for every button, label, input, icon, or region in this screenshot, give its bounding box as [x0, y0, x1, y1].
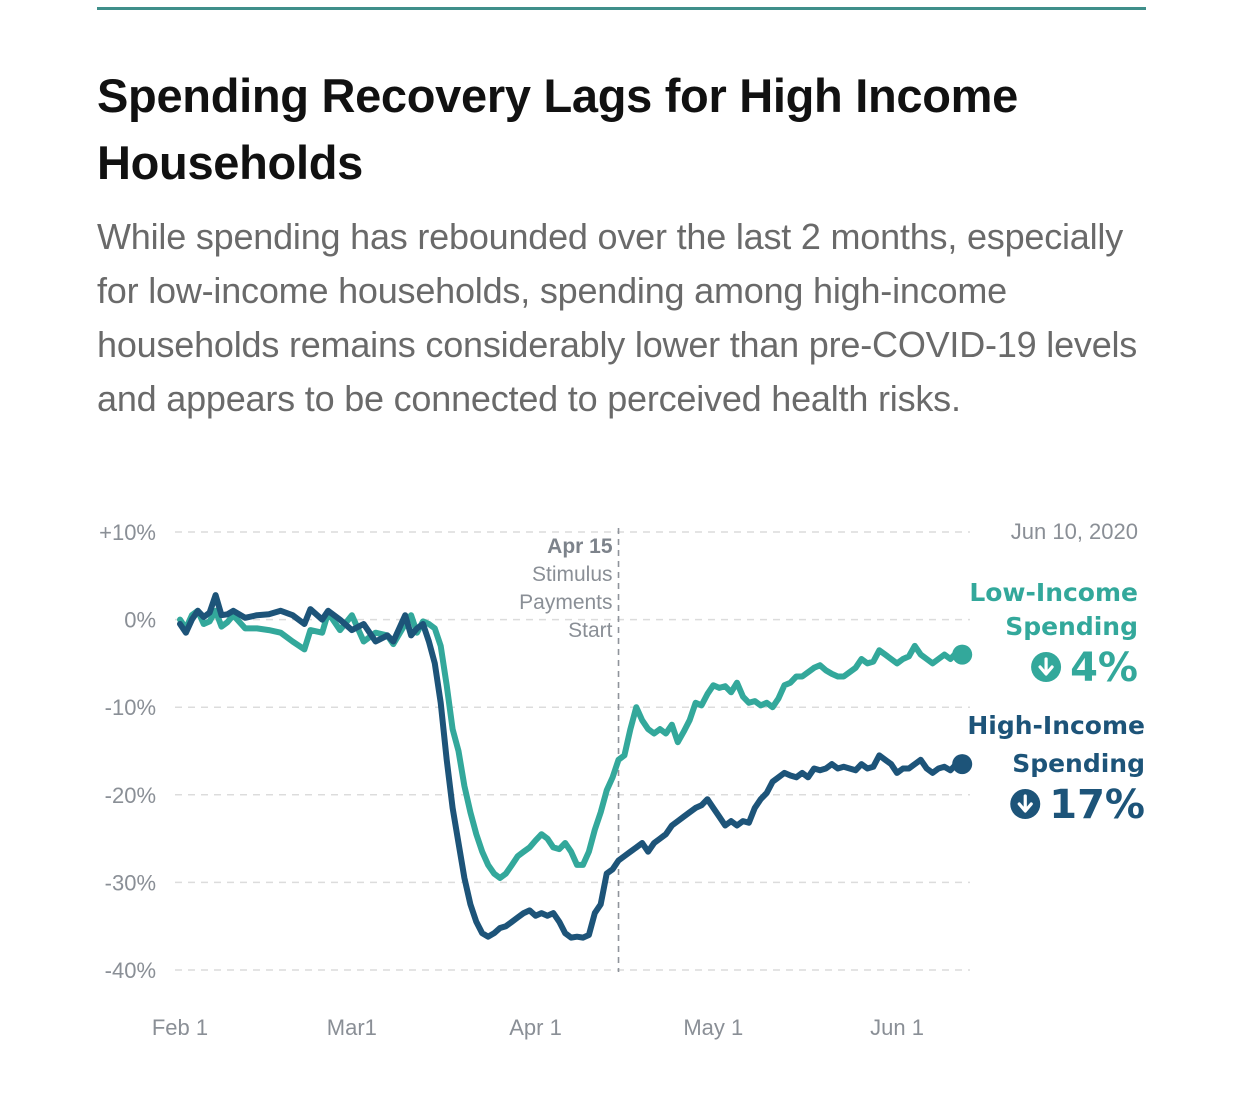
low-income-end-marker [952, 644, 973, 665]
chart-title: Spending Recovery Lags for High Income H… [97, 69, 1018, 189]
high-income-end-marker [952, 754, 973, 775]
y-tick-label: -30% [105, 870, 156, 895]
annotation-text: Stimulus [532, 563, 613, 586]
high-income-value: 17% [1049, 782, 1145, 828]
arrow-down-icon [1010, 789, 1041, 819]
y-tick-label: +10% [99, 520, 156, 545]
high-income-label: High-Income [967, 711, 1145, 740]
y-tick-label: 0% [124, 608, 156, 633]
chart-subtitle: While spending has rebounded over the la… [97, 216, 1138, 419]
y-tick-label: -20% [105, 783, 156, 808]
y-tick-label: -40% [105, 958, 156, 983]
low-income-value: 4% [1070, 645, 1138, 691]
low-income-line [177, 607, 966, 881]
x-tick-label: Apr 1 [509, 1015, 562, 1040]
annotation-text: Payments [519, 591, 612, 614]
low-income-label: Low-Income [969, 578, 1138, 607]
x-tick-label: Mar1 [327, 1015, 377, 1040]
x-tick-label: Jun 1 [870, 1015, 924, 1040]
x-tick-label: Feb 1 [152, 1015, 208, 1040]
x-tick-label: May 1 [683, 1015, 743, 1040]
annotation-title: Apr 15 [547, 535, 613, 558]
annotation-text: Start [568, 619, 613, 642]
arrow-down-icon-glyph [1017, 794, 1033, 813]
arrow-down-icon-glyph [1038, 657, 1054, 676]
high-income-line [177, 592, 966, 941]
low-income-label: Spending [1005, 612, 1138, 641]
high-income-label: Spending [1012, 749, 1145, 778]
arrow-down-icon [1031, 652, 1062, 682]
top-rule [97, 7, 1146, 10]
y-tick-label: -10% [105, 695, 156, 720]
date-label: Jun 10, 2020 [1011, 519, 1138, 544]
